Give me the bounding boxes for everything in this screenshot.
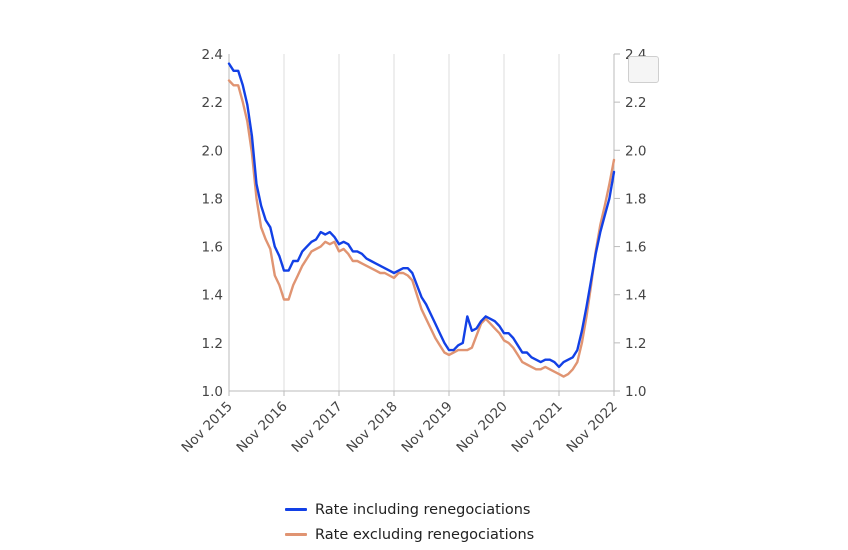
y-tick-label-right: 1.6: [625, 240, 646, 256]
x-tick-label: Nov 2020: [454, 399, 511, 456]
series-lines: [227, 62, 616, 378]
series-line-including: [227, 62, 616, 369]
legend-label-including: Rate including renegociations: [315, 501, 531, 518]
chart-menu-button[interactable]: [628, 56, 659, 83]
x-tick-label: Nov 2021: [509, 399, 566, 456]
x-tick-label: Nov 2019: [399, 399, 456, 456]
y-tick-label-right: 1.2: [625, 336, 646, 352]
axes: [228, 53, 620, 396]
y-tick-label-left: 1.8: [202, 191, 223, 207]
x-tick-label: Nov 2018: [344, 399, 401, 456]
y-tick-label-left: 2.0: [202, 143, 223, 159]
series-line-excluding: [227, 79, 616, 378]
legend-swatch-including: [285, 508, 307, 511]
legend-swatch-excluding: [285, 533, 307, 536]
y-axis-left-labels: 1.0 1.2 1.4 1.6 1.8 2.0 2.2 2.4: [202, 47, 223, 400]
grid-lines: [228, 54, 615, 391]
y-tick-label-left: 1.4: [202, 288, 223, 304]
y-tick-label-right: 1.8: [625, 191, 646, 207]
y-tick-label-left: 2.4: [202, 47, 223, 63]
x-tick-label: Nov 2022: [564, 399, 621, 456]
legend: Rate including renegociations Rate exclu…: [285, 497, 534, 547]
y-tick-label-right: 1.4: [625, 288, 646, 304]
y-tick-label-right: 2.0: [625, 143, 646, 159]
legend-label-excluding: Rate excluding renegociations: [315, 526, 535, 543]
y-tick-label-left: 1.2: [202, 336, 223, 352]
y-tick-label-left: 1.0: [202, 384, 223, 400]
x-tick-label: Nov 2017: [289, 399, 346, 456]
line-chart: 1.0 1.2 1.4 1.6 1.8 2.0 2.2 2.4 1.0 1.2 1.4 1.6 1.8…: [179, 47, 647, 456]
y-axis-right-labels: 1.01.21.41.61.82.02.22.4: [625, 47, 646, 400]
x-tick-label: Nov 2015: [179, 399, 236, 456]
x-tick-label: Nov 2016: [234, 399, 291, 456]
legend-item-excluding[interactable]: Rate excluding renegociations: [285, 522, 534, 547]
legend-item-including[interactable]: Rate including renegociations: [285, 497, 534, 522]
y-tick-label-right: 1.0: [625, 384, 646, 400]
y-tick-label-left: 1.6: [202, 240, 223, 256]
y-tick-label-left: 2.2: [202, 95, 223, 111]
y-tick-label-right: 2.2: [625, 95, 646, 111]
